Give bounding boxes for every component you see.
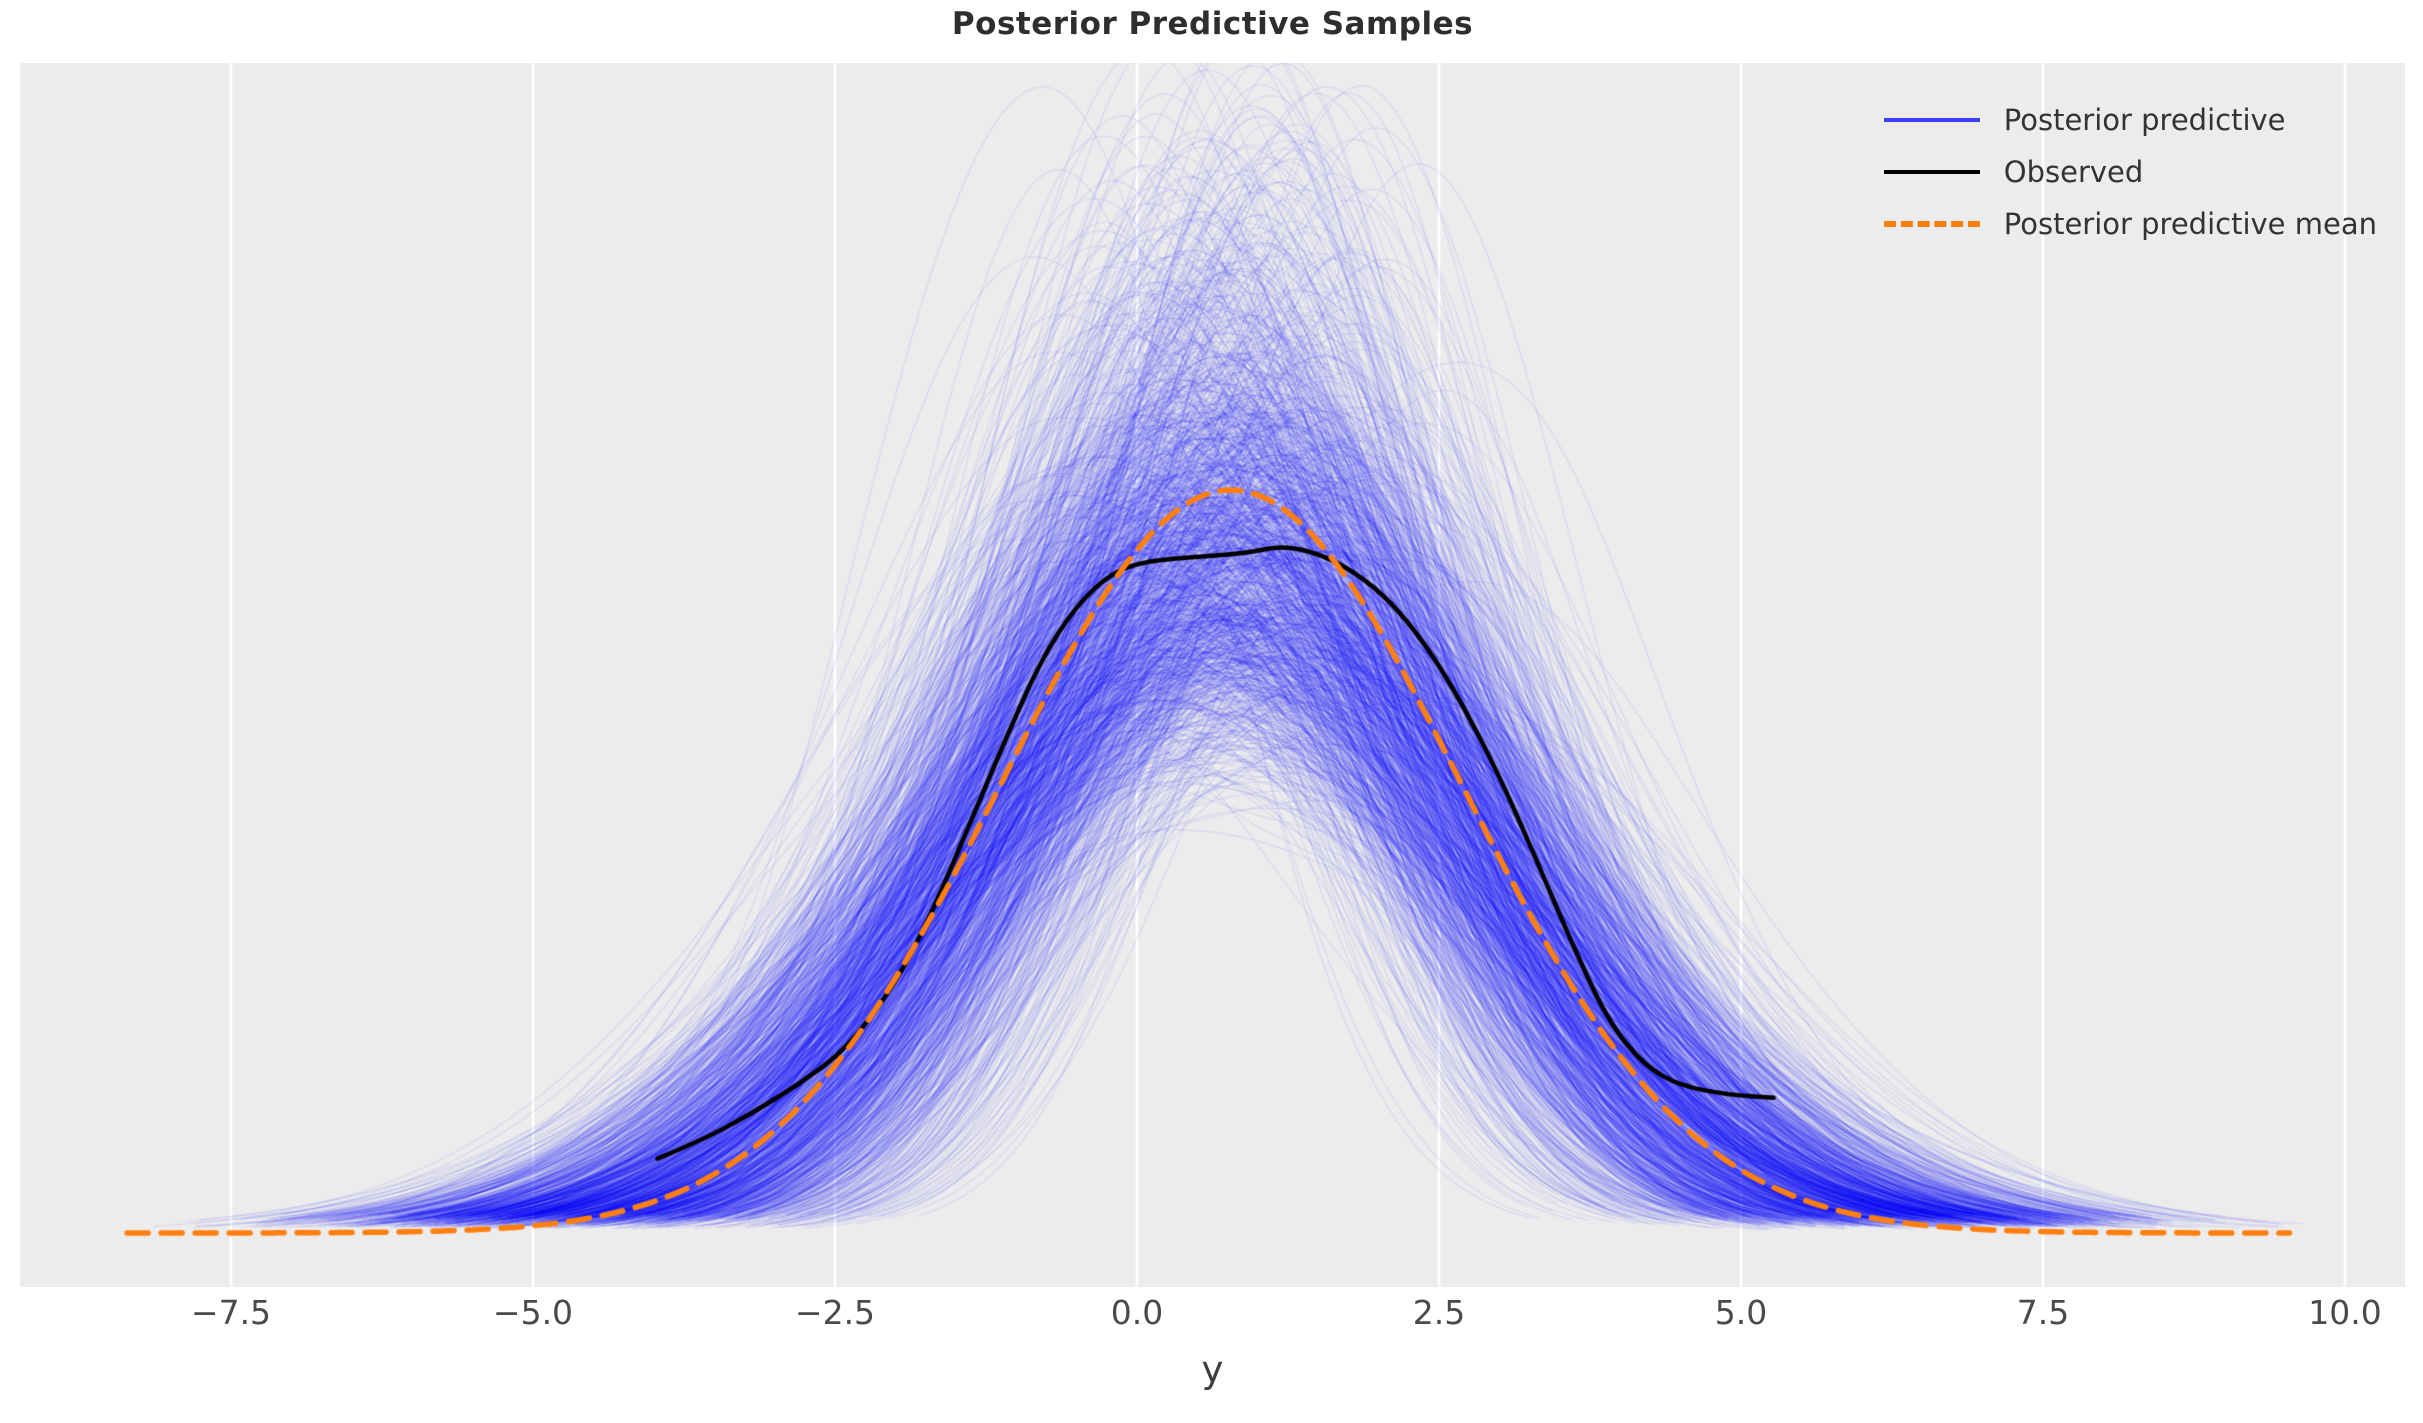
legend-item: Observed — [1883, 153, 2377, 191]
x-tick-label: −2.5 — [794, 1293, 876, 1332]
x-tick-label: −7.5 — [190, 1293, 272, 1332]
x-tick-label: 10.0 — [2308, 1293, 2382, 1332]
line-swatch-icon — [1883, 118, 1980, 122]
x-tick-label: 2.5 — [1412, 1293, 1466, 1332]
x-tick-label: 0.0 — [1110, 1293, 1164, 1332]
dashed-line-swatch-icon — [1883, 221, 1980, 227]
legend-label: Posterior predictive — [2003, 103, 2286, 137]
x-axis-ticks: −7.5 −5.0 −2.5 0.0 2.5 5.0 7.5 10.0 — [0, 1293, 2423, 1339]
legend: Posterior predictive Observed Posterior pr… — [1874, 95, 2387, 249]
chart-canvas — [20, 63, 2405, 1287]
legend-label: Observed — [2003, 155, 2144, 189]
legend-item: Posterior predictive — [1883, 101, 2377, 139]
chart-title: Posterior Predictive Samples — [951, 6, 1474, 42]
x-tick-label: 7.5 — [2016, 1293, 2070, 1332]
plot-area: Posterior predictive Observed Posterior pr… — [20, 63, 2405, 1287]
line-swatch-icon — [1883, 170, 1980, 174]
x-tick-label: −5.0 — [492, 1293, 574, 1332]
legend-item: Posterior predictive mean — [1883, 205, 2377, 243]
legend-label: Posterior predictive mean — [2003, 207, 2377, 241]
x-tick-label: 5.0 — [1714, 1293, 1768, 1332]
x-axis-label: y — [1201, 1348, 1224, 1391]
